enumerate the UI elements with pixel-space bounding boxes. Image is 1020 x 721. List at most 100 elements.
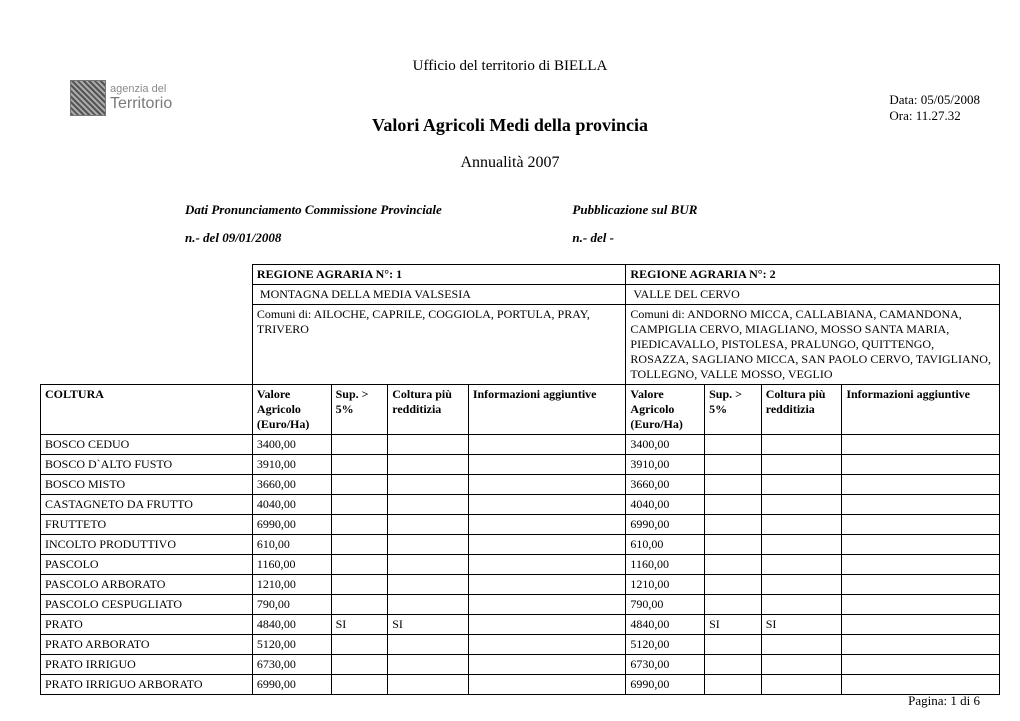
cell-s2 [705, 595, 762, 615]
cell-r1 [388, 675, 469, 695]
cell-v1: 4840,00 [252, 615, 331, 635]
cell-s1 [331, 675, 388, 695]
cell-i2 [842, 635, 1000, 655]
region-header-row: REGIONE AGRARIA N°: 1 REGIONE AGRARIA N°… [41, 265, 1000, 285]
cell-s2 [705, 655, 762, 675]
cell-coltura: CASTAGNETO DA FRUTTO [41, 495, 253, 515]
cell-v2: 1210,00 [626, 575, 705, 595]
logo-line2: Territorio [110, 95, 172, 113]
cell-i1 [468, 595, 626, 615]
pub-label: Pubblicazione sul BUR [572, 202, 930, 218]
cell-r2 [761, 495, 842, 515]
table-row: BOSCO CEDUO3400,003400,00 [41, 435, 1000, 455]
cell-coltura: PRATO IRRIGUO [41, 655, 253, 675]
cell-r2: SI [761, 615, 842, 635]
cell-r2 [761, 675, 842, 695]
cell-r2 [761, 435, 842, 455]
cell-r1 [388, 535, 469, 555]
cell-r2 [761, 575, 842, 595]
col-coltura: COLTURA [41, 385, 253, 435]
cell-s2 [705, 675, 762, 695]
cell-i1 [468, 635, 626, 655]
cell-s2 [705, 495, 762, 515]
cell-i2 [842, 575, 1000, 595]
cell-i2 [842, 515, 1000, 535]
table-row: INCOLTO PRODUTTIVO610,00610,00 [41, 535, 1000, 555]
cell-r1 [388, 575, 469, 595]
region1-header: REGIONE AGRARIA N°: 1 [252, 265, 626, 285]
col-valore-1: Valore Agricolo (Euro/Ha) [252, 385, 331, 435]
cell-r2 [761, 535, 842, 555]
cell-r1 [388, 515, 469, 535]
meta-datetime: Data: 05/05/2008 Ora: 11.27.32 [889, 92, 980, 124]
col-redd-2: Coltura più redditizia [761, 385, 842, 435]
cell-v1: 6730,00 [252, 655, 331, 675]
region2-comuni: Comuni di: ANDORNO MICCA, CALLABIANA, CA… [626, 305, 1000, 385]
cell-s1 [331, 435, 388, 455]
logo-text: agenzia del Territorio [110, 83, 172, 113]
cell-i2 [842, 555, 1000, 575]
column-header-row: COLTURA Valore Agricolo (Euro/Ha) Sup. >… [41, 385, 1000, 435]
cell-i1 [468, 655, 626, 675]
region2-name: VALLE DEL CERVO [626, 285, 1000, 305]
cell-coltura: PASCOLO ARBORATO [41, 575, 253, 595]
meta-time: Ora: 11.27.32 [889, 108, 980, 124]
cell-v2: 5120,00 [626, 635, 705, 655]
cell-v1: 6990,00 [252, 515, 331, 535]
table-row: BOSCO D`ALTO FUSTO3910,003910,00 [41, 455, 1000, 475]
cell-r1: SI [388, 615, 469, 635]
year-line: Annualità 2007 [40, 154, 980, 172]
cell-v1: 4040,00 [252, 495, 331, 515]
region2-header: REGIONE AGRARIA N°: 2 [626, 265, 1000, 285]
region1-name: MONTAGNA DELLA MEDIA VALSESIA [252, 285, 626, 305]
cell-r2 [761, 475, 842, 495]
cell-v1: 6990,00 [252, 675, 331, 695]
cell-s1 [331, 555, 388, 575]
col-sup-2: Sup. > 5% [705, 385, 762, 435]
cell-i2 [842, 455, 1000, 475]
cell-v1: 3400,00 [252, 435, 331, 455]
cell-i1 [468, 515, 626, 535]
cell-s2 [705, 535, 762, 555]
cell-s2 [705, 455, 762, 475]
cell-r2 [761, 515, 842, 535]
cell-r1 [388, 555, 469, 575]
cell-i2 [842, 495, 1000, 515]
cell-i1 [468, 535, 626, 555]
cell-s1 [331, 635, 388, 655]
cell-coltura: PRATO [41, 615, 253, 635]
cell-i1 [468, 615, 626, 635]
cell-v1: 1210,00 [252, 575, 331, 595]
cell-i2 [842, 435, 1000, 455]
cell-i1 [468, 435, 626, 455]
cell-coltura: BOSCO MISTO [41, 475, 253, 495]
cell-v1: 3910,00 [252, 455, 331, 475]
cell-v2: 1160,00 [626, 555, 705, 575]
cell-v2: 790,00 [626, 595, 705, 615]
cell-i2 [842, 595, 1000, 615]
cell-r2 [761, 635, 842, 655]
cell-s2 [705, 555, 762, 575]
cell-s1 [331, 655, 388, 675]
col-valore-2: Valore Agricolo (Euro/Ha) [626, 385, 705, 435]
cell-s1: SI [331, 615, 388, 635]
data-table: REGIONE AGRARIA N°: 1 REGIONE AGRARIA N°… [40, 264, 1000, 695]
cell-r2 [761, 455, 842, 475]
cell-coltura: BOSCO D`ALTO FUSTO [41, 455, 253, 475]
cell-s2 [705, 515, 762, 535]
col-info-1: Informazioni aggiuntive [468, 385, 626, 435]
meta-date: Data: 05/05/2008 [889, 92, 980, 108]
cell-i2 [842, 535, 1000, 555]
cell-i2 [842, 655, 1000, 675]
logo-mark-icon [70, 80, 106, 116]
table-row: PRATO4840,00SISI4840,00SISI [41, 615, 1000, 635]
cell-i2 [842, 675, 1000, 695]
cell-coltura: PASCOLO [41, 555, 253, 575]
cell-s1 [331, 515, 388, 535]
cell-i2 [842, 615, 1000, 635]
cell-s1 [331, 535, 388, 555]
cell-v2: 3910,00 [626, 455, 705, 475]
cell-v1: 5120,00 [252, 635, 331, 655]
page-footer: Pagina: 1 di 6 [908, 693, 980, 709]
cell-coltura: BOSCO CEDUO [41, 435, 253, 455]
